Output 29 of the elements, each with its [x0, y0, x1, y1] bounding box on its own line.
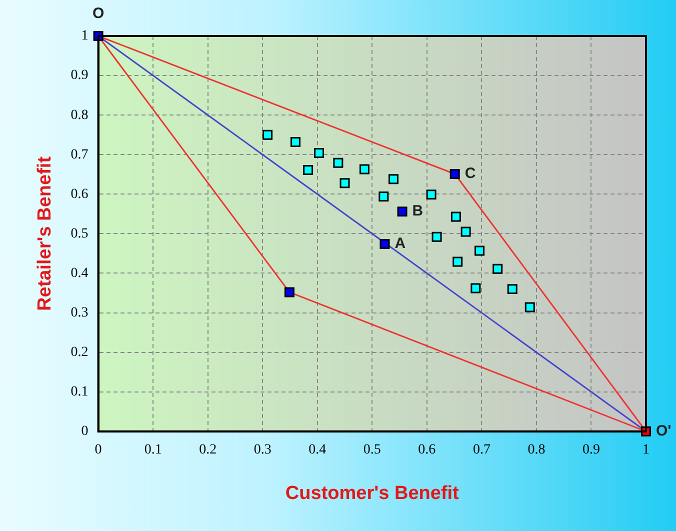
- x-tick-label: 0.3: [254, 442, 272, 458]
- y-tick-label: 0.3: [70, 305, 88, 320]
- x-tick-label: 0.1: [144, 442, 162, 458]
- annotation: A: [394, 235, 406, 252]
- annotation: B: [412, 202, 424, 220]
- x-tick-label: 0.6: [418, 442, 436, 458]
- y-tick-label: 1: [81, 28, 88, 44]
- x-tick-label: 0: [94, 442, 102, 458]
- y-tick-label: 0: [81, 424, 88, 440]
- y-tick-label: 0.1: [70, 384, 88, 400]
- x-tick-label: 0.9: [582, 442, 600, 458]
- x-tick-label: 0.7: [472, 442, 490, 458]
- y-tick-label: 0.7: [70, 147, 88, 162]
- y-tick-label: 0.9: [70, 68, 88, 84]
- annotation: C: [464, 165, 476, 182]
- x-axis-title: Customer's Benefit: [285, 482, 460, 504]
- x-tick-label: 1: [642, 442, 650, 458]
- annotation: O: [92, 5, 104, 22]
- y-tick-label: 0.5: [70, 226, 88, 242]
- x-tick-label: 0.5: [363, 442, 381, 458]
- annotation: O': [656, 422, 672, 440]
- x-tick-label: 0.8: [528, 442, 546, 458]
- x-tick-label: 0.4: [308, 442, 326, 458]
- y-tick-label: 0.2: [70, 344, 88, 360]
- x-tick-label: 0.2: [199, 442, 217, 458]
- y-axis-title: Retailer's Benefit: [34, 156, 56, 311]
- y-tick-label: 0.6: [70, 186, 88, 202]
- y-tick-label: 0.4: [70, 266, 88, 281]
- y-tick-label: 0.8: [70, 108, 88, 123]
